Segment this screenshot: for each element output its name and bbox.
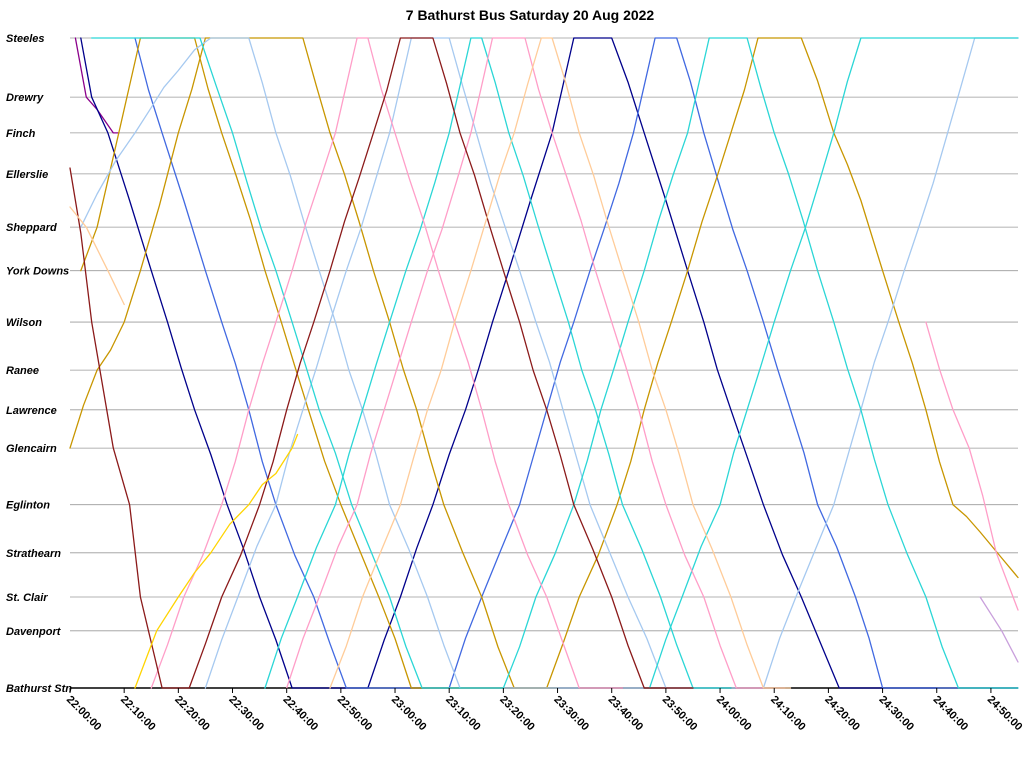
station-label: Glencairn (6, 443, 57, 455)
station-label: Finch (6, 128, 36, 140)
trip-line (80, 37, 1019, 689)
trip-line (69, 206, 125, 306)
station-label: Strathearn (6, 548, 61, 560)
trip-line (204, 37, 721, 689)
trip-line (150, 37, 624, 689)
trip-line (80, 37, 1019, 689)
trip-line (80, 37, 938, 689)
gridlines (70, 37, 1018, 689)
trip-line (286, 37, 786, 689)
station-label: York Downs (6, 266, 69, 278)
station-label: St. Clair (6, 592, 48, 604)
station-label: Davenport (6, 626, 62, 638)
station-label: Drewry (6, 92, 44, 104)
station-label: Sheppard (6, 222, 57, 234)
trip-line (925, 321, 1019, 611)
station-label: Eglinton (6, 500, 50, 512)
trip-line (69, 37, 559, 689)
station-labels: Steeles Drewry Finch Ellerslie Sheppard York … (6, 33, 72, 695)
trip-line (264, 37, 732, 689)
trip-line (69, 37, 694, 689)
station-label: Steeles (6, 33, 45, 45)
trip-lines (69, 37, 1019, 689)
trip-line (134, 37, 1019, 689)
station-label: Lawrence (6, 405, 57, 417)
trip-line (329, 37, 792, 689)
station-label: Bathurst Stn (6, 683, 72, 695)
trip-line (134, 433, 299, 689)
trip-line (979, 596, 1019, 663)
station-label: Wilson (6, 317, 42, 329)
trip-line (91, 37, 1019, 689)
chart-title: 7 Bathurst Bus Saturday 20 Aug 2022 (406, 7, 655, 23)
station-label: Ellerslie (6, 169, 48, 181)
station-label: Ranee (6, 365, 39, 377)
